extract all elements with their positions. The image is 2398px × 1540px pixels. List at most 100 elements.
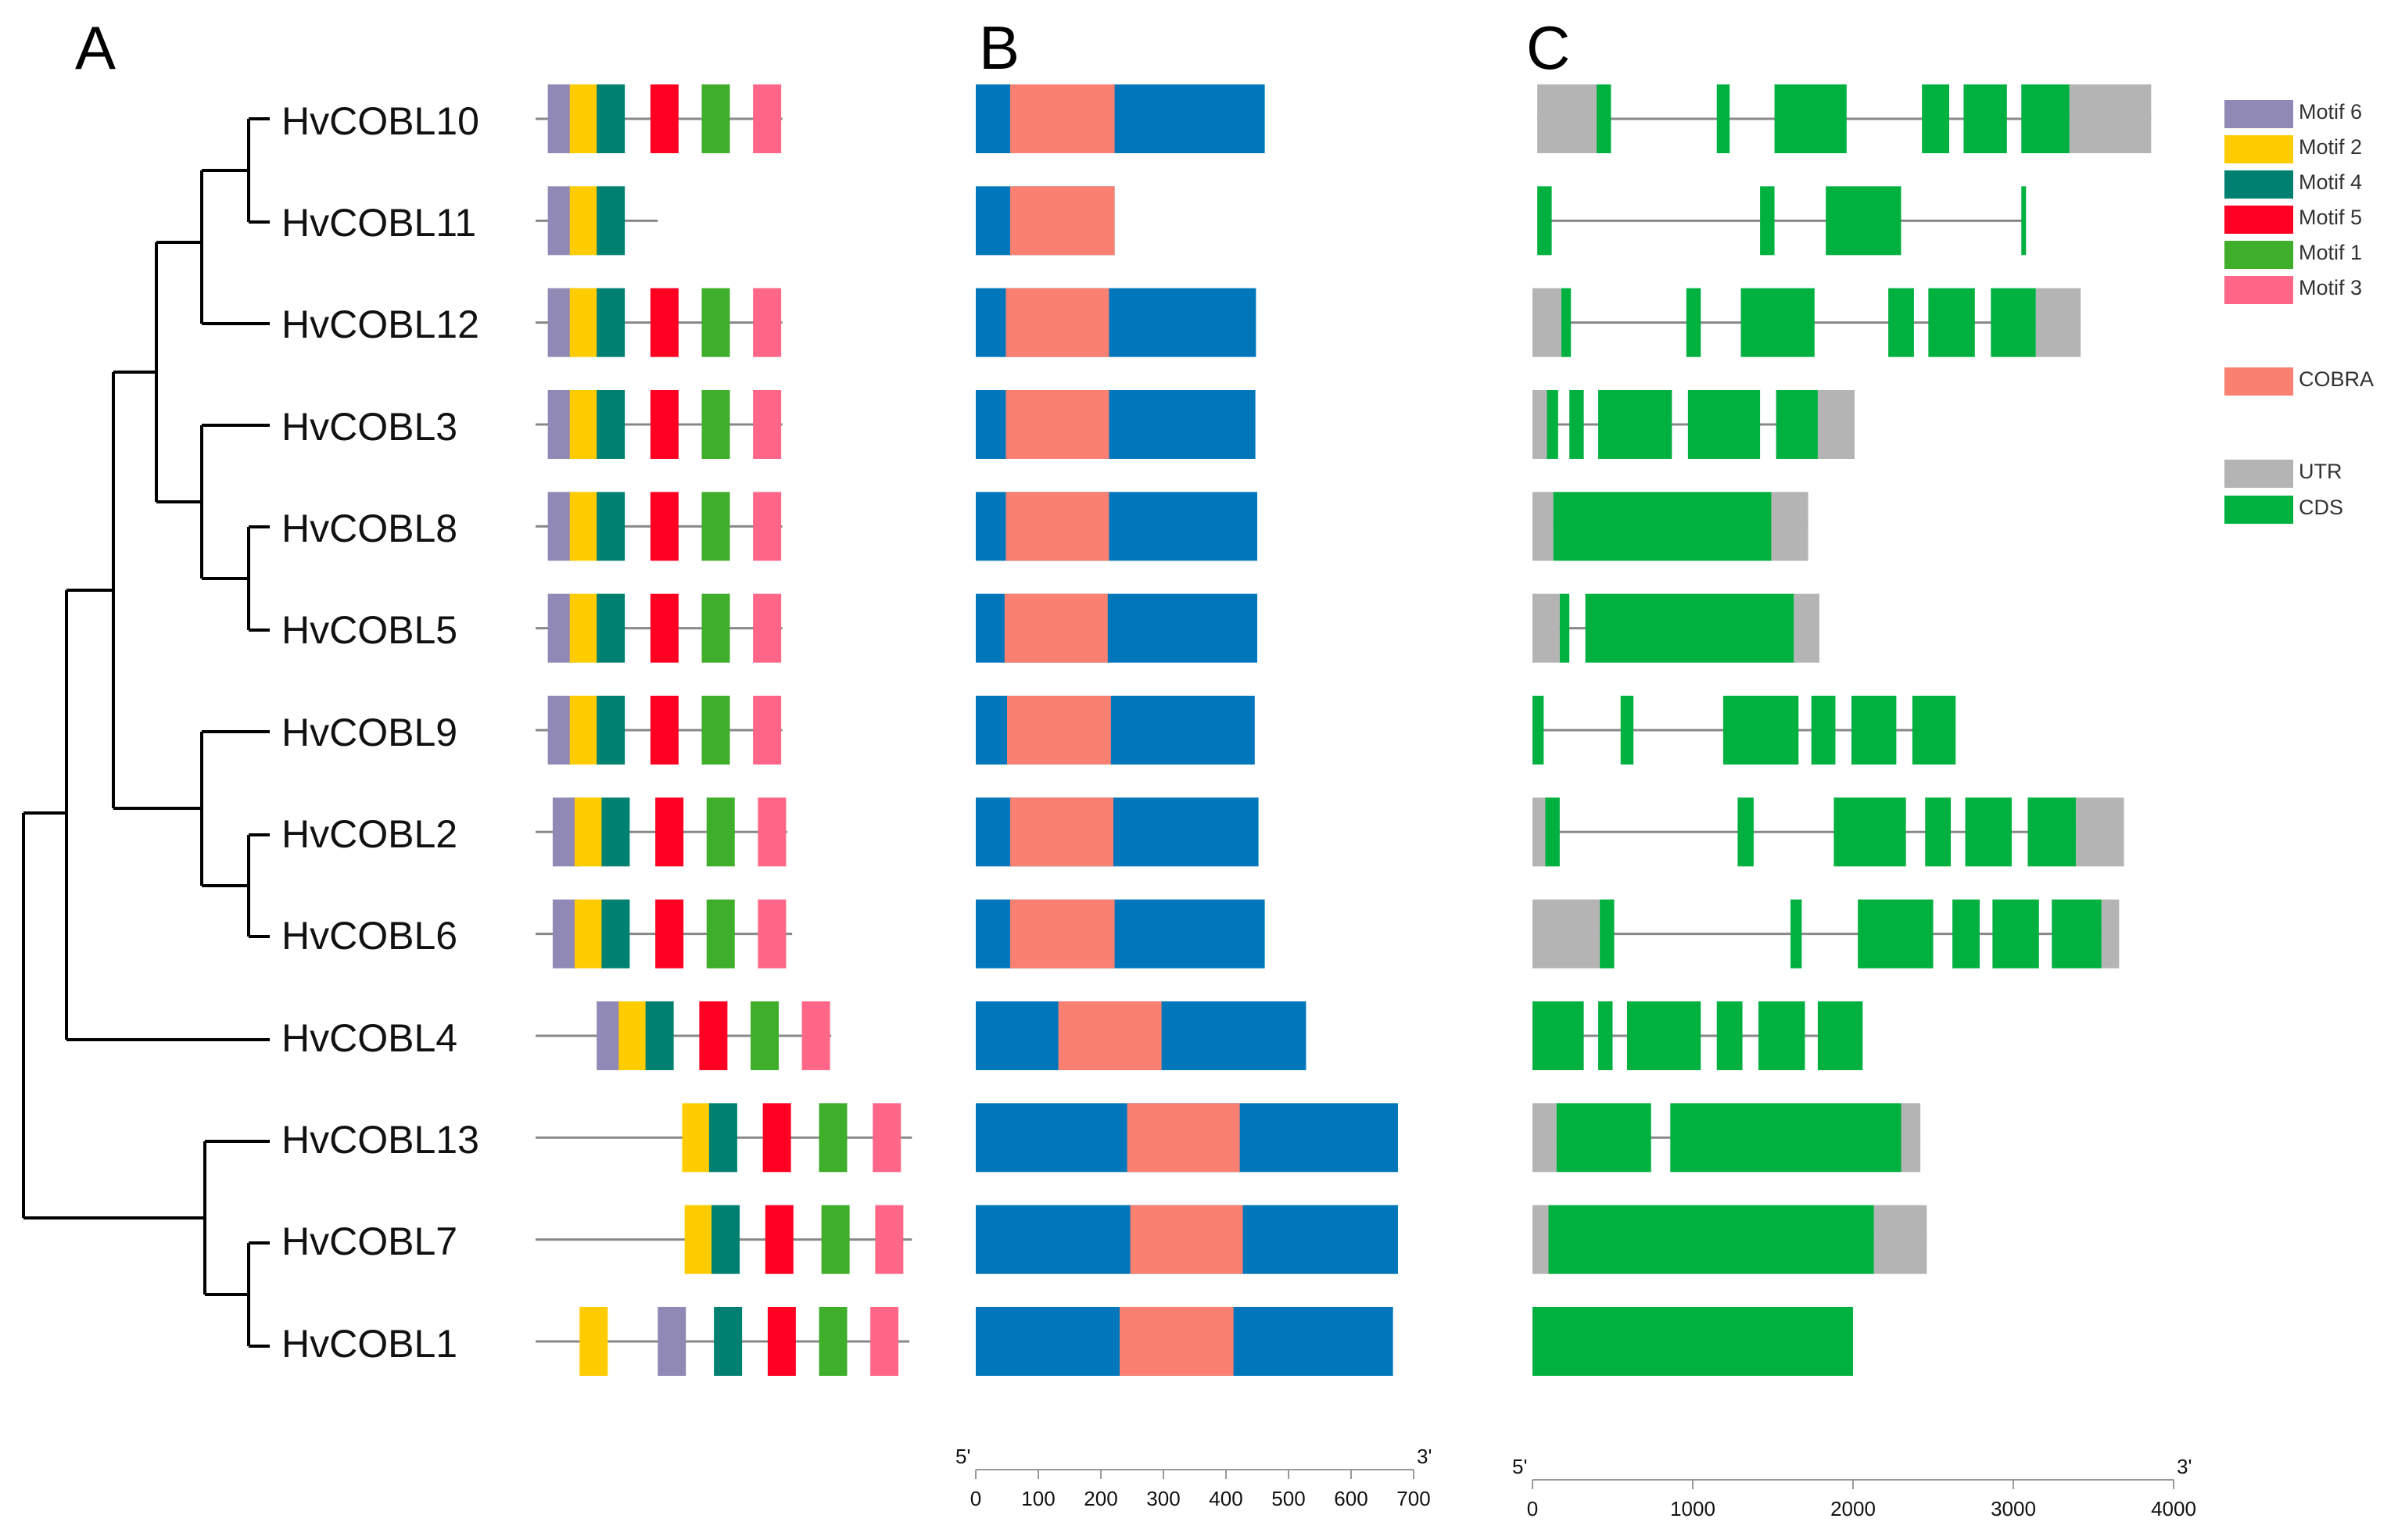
motif-box-m3 <box>753 389 782 459</box>
domain-row <box>976 389 1256 459</box>
motif-box-m1 <box>701 695 730 765</box>
motif-box-m2 <box>569 288 598 357</box>
motif-box-m5 <box>650 593 679 663</box>
gene-structure-row <box>1532 593 1819 663</box>
motif-box-m2 <box>579 1306 608 1376</box>
utr-block <box>1532 899 1600 969</box>
cds-block <box>2021 84 2070 153</box>
motif-box-m2 <box>618 1001 647 1070</box>
gene-label: HvCOBL1 <box>281 1322 457 1366</box>
motif-panel <box>536 84 912 1376</box>
cds-block <box>1670 1103 1902 1173</box>
three-prime-label: 3' <box>1417 1445 1432 1468</box>
panel-label-c: C <box>1526 13 1570 82</box>
cds-block <box>1620 695 1634 765</box>
motif-box-m2 <box>569 186 598 256</box>
motif-box-m3 <box>873 1103 901 1173</box>
motif-box-m5 <box>650 288 679 357</box>
motif-box-m2 <box>569 84 598 153</box>
motif-box-m1 <box>706 899 735 969</box>
gene-label: HvCOBL13 <box>281 1118 479 1162</box>
legend-swatch-motif-5 <box>2224 206 2293 234</box>
motif-box-m4 <box>597 186 625 256</box>
motif-row <box>536 899 793 969</box>
utr-block <box>1537 84 1597 153</box>
legend-swatch-cobra <box>2224 367 2293 396</box>
motif-box-m4 <box>645 1001 674 1070</box>
motif-box-m1 <box>701 84 730 153</box>
motif-box-m2 <box>569 593 598 663</box>
motif-box-m5 <box>765 1205 794 1274</box>
gene-label: HvCOBL2 <box>281 812 457 856</box>
axis-tick-label: 0 <box>1527 1497 1538 1520</box>
cds-block <box>1776 389 1818 459</box>
utr-block <box>1532 1103 1557 1173</box>
motif-box-m2 <box>569 389 598 459</box>
motif-box-m3 <box>758 797 787 867</box>
domain-panel <box>976 84 1398 1376</box>
motif-box-m5 <box>650 695 679 765</box>
axis-tick-label: 2000 <box>1830 1497 1876 1520</box>
gene-structure-row <box>1532 797 2124 867</box>
motif-row <box>536 1205 912 1274</box>
gene-label: HvCOBL9 <box>281 711 457 754</box>
cds-block <box>1790 899 1802 969</box>
axis-tick-label: 0 <box>970 1487 981 1510</box>
legend: Motif 6 Motif 2 Motif 4 Motif 5 Motif 1 … <box>2224 100 2374 524</box>
cds-block <box>1952 899 1980 969</box>
cobra-domain <box>1127 1103 1240 1173</box>
legend-label-motif-2: Motif 2 <box>2299 135 2362 159</box>
motif-box-m4 <box>714 1306 743 1376</box>
cds-block <box>2027 797 2076 867</box>
axis-tick-label: 3000 <box>1991 1497 2036 1520</box>
gene-structure-row <box>1532 1205 1927 1274</box>
cds-block <box>1833 797 1906 867</box>
gene-label: HvCOBL10 <box>281 99 479 143</box>
cds-block <box>1561 288 1572 357</box>
cds-block <box>1758 1001 1805 1070</box>
motif-box-m4 <box>708 1103 737 1173</box>
motif-box-m2 <box>684 1205 713 1274</box>
gene-label: HvCOBL8 <box>281 507 457 550</box>
legend-swatch-motif-4 <box>2224 170 2293 199</box>
cds-block <box>1760 186 1775 256</box>
cds-block <box>1686 288 1701 357</box>
legend-label-motif-5: Motif 5 <box>2299 206 2362 229</box>
utr-block <box>1532 492 1554 561</box>
motif-box-m1 <box>701 389 730 459</box>
axis-tick-label: 400 <box>1209 1487 1242 1510</box>
cds-block <box>1598 1001 1613 1070</box>
legend-label-motif-3: Motif 3 <box>2299 276 2362 299</box>
phylogenetic-tree <box>22 117 270 1348</box>
cds-block <box>1722 695 1799 765</box>
cds-block <box>1537 186 1552 256</box>
utr-block <box>1532 389 1547 459</box>
cds-block <box>1928 288 1975 357</box>
motif-box-m5 <box>655 797 684 867</box>
motif-box-m1 <box>821 1205 850 1274</box>
utr-block <box>2035 288 2081 357</box>
motif-row <box>536 797 787 867</box>
cds-block <box>1532 695 1544 765</box>
motif-row <box>536 288 783 357</box>
axis-tick-label: 700 <box>1396 1487 1430 1510</box>
axis-tick-label: 200 <box>1084 1487 1117 1510</box>
cds-block <box>1597 84 1611 153</box>
gene-structure-row <box>1532 1001 1863 1070</box>
legend-swatch-motif-2 <box>2224 135 2293 163</box>
motif-box-m3 <box>753 288 782 357</box>
motif-box-m4 <box>597 492 625 561</box>
motif-box-m2 <box>575 899 603 969</box>
utr-block <box>1873 1205 1927 1274</box>
utr-block <box>1532 288 1561 357</box>
cds-block <box>1858 899 1934 969</box>
motif-box-m5 <box>699 1001 728 1070</box>
gene-label: HvCOBL5 <box>281 608 457 652</box>
utr-block <box>1817 389 1855 459</box>
domain-row <box>976 593 1257 663</box>
utr-block <box>1901 1103 1921 1173</box>
motif-row <box>536 695 783 765</box>
motif-box-m1 <box>701 288 730 357</box>
axis-tick-label: 1000 <box>1670 1497 1715 1520</box>
